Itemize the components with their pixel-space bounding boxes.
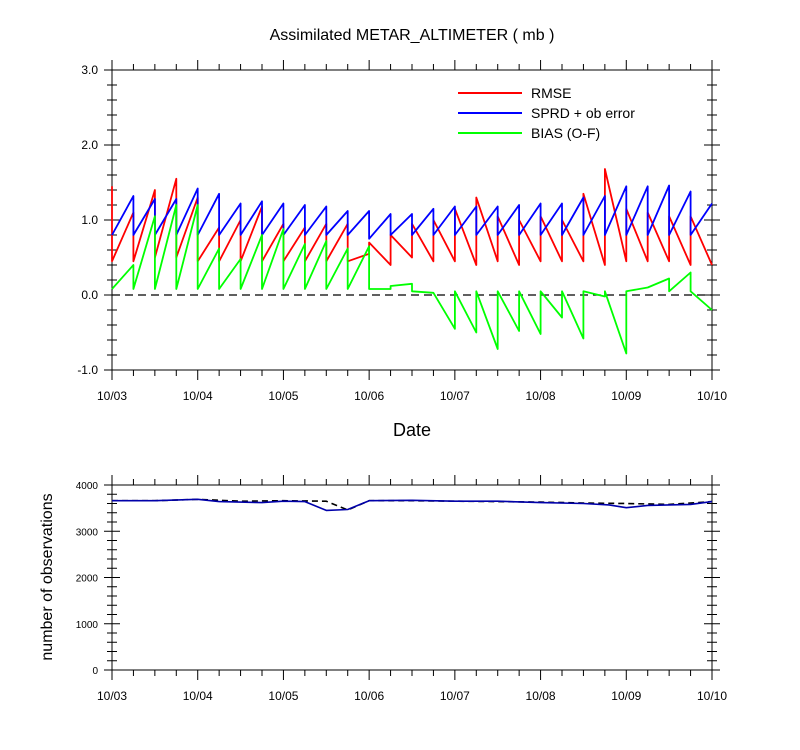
legend-label: SPRD + ob error [531, 105, 635, 121]
y-tick-label: 0.0 [81, 288, 98, 302]
x-tick-label: 10/03 [97, 689, 127, 703]
x-tick-label: 10/06 [354, 389, 384, 403]
x-tick-label: 10/07 [440, 389, 470, 403]
legend-label: RMSE [531, 85, 571, 101]
y-tick-label: 3000 [76, 527, 99, 538]
chart-title: Assimilated METAR_ALTIMETER ( mb ) [270, 27, 555, 44]
x-tick-label: 10/05 [268, 689, 298, 703]
bottom-series-group [112, 498, 713, 512]
x-tick-label: 10/09 [611, 389, 641, 403]
y-tick-label: 4000 [76, 481, 99, 492]
x-tick-label: 10/08 [526, 389, 556, 403]
bottom-axis-ticks: 10/03 10/04 10/05 10/06 10/07 10/08 10/09 10/10… [76, 475, 727, 703]
x-tick-label: 10/03 [97, 389, 127, 403]
y-tick-label: 2.0 [81, 138, 98, 152]
x-tick-label: 10/04 [183, 689, 213, 703]
x-tick-label: 10/09 [611, 689, 641, 703]
x-tick-label: 10/08 [526, 689, 556, 703]
x-tick-label: 10/05 [268, 389, 298, 403]
series-line-bias-o-f [111, 204, 713, 355]
top-axis-ticks: 10/03 10/04 10/05 10/06 10/07 10/08 10/09 10/10… [77, 60, 727, 403]
legend: RMSE SPRD + ob error BIAS (O-F) [458, 85, 635, 141]
y-tick-label: 1000 [76, 620, 99, 631]
legend-label: BIAS (O-F) [531, 125, 600, 141]
top-series-group [111, 168, 713, 355]
series-line-obs-1 [112, 498, 713, 512]
y-tick-label: 1.0 [81, 213, 98, 227]
x-tick-label: 10/10 [697, 389, 727, 403]
x-tick-label: 10/06 [354, 689, 384, 703]
y-tick-label: 3.0 [81, 63, 98, 77]
y-tick-label: 0 [92, 666, 98, 677]
x-axis-label: Date [393, 420, 431, 440]
y-axis-label-bottom: number of observations [39, 493, 56, 660]
x-tick-label: 10/07 [440, 689, 470, 703]
series-line-sprd-ob-error [111, 184, 713, 240]
x-tick-label: 10/10 [697, 689, 727, 703]
y-tick-label: 2000 [76, 574, 99, 585]
y-tick-label: -1.0 [77, 363, 98, 377]
plot-area-bottom [111, 484, 713, 671]
x-tick-label: 10/04 [183, 389, 213, 403]
